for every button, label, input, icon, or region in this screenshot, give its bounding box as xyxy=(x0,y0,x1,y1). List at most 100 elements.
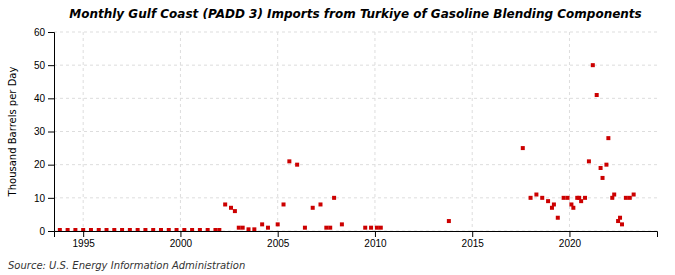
point xyxy=(606,136,610,140)
y-tick-mark xyxy=(48,98,54,99)
point xyxy=(540,196,544,200)
point xyxy=(266,226,270,230)
point xyxy=(369,226,373,230)
y-tick-mark xyxy=(48,65,54,66)
y-grid-line xyxy=(54,98,657,99)
y-axis: 0 10 20 30 40 50 60 xyxy=(34,27,55,237)
x-grid-line xyxy=(83,32,84,231)
point xyxy=(340,222,344,226)
y-grid-line xyxy=(54,65,657,66)
title: Monthly Gulf Coast (PADD 3) Imports from… xyxy=(69,7,642,21)
point xyxy=(612,193,616,197)
y-tick-label: 50 xyxy=(34,60,46,71)
x-tick-label: 1995 xyxy=(73,238,96,249)
y-tick: 60 xyxy=(34,27,54,38)
point xyxy=(591,63,595,67)
x-tick: 2010 xyxy=(364,231,387,249)
point xyxy=(311,206,315,210)
point xyxy=(566,196,570,200)
y-axis-line xyxy=(48,33,55,232)
x-grid-line xyxy=(472,32,473,231)
y-tick-label: 60 xyxy=(34,27,46,38)
point xyxy=(136,228,140,231)
x-axis-line xyxy=(55,232,658,238)
point xyxy=(229,206,233,210)
point xyxy=(128,228,132,231)
point xyxy=(81,228,85,231)
point xyxy=(303,226,307,230)
x-tick-mark xyxy=(278,231,279,237)
point xyxy=(151,228,155,231)
point xyxy=(89,228,93,231)
point xyxy=(632,193,636,197)
point xyxy=(628,196,632,200)
x-tick: 2015 xyxy=(462,231,485,249)
point xyxy=(66,228,70,231)
x-tick-label: 2005 xyxy=(267,238,290,249)
point xyxy=(260,222,264,226)
point xyxy=(282,202,286,206)
x-tick-label: 2000 xyxy=(170,238,193,249)
point xyxy=(198,228,202,231)
point xyxy=(276,222,280,226)
x-tick-mark xyxy=(180,231,181,237)
y-grid-line xyxy=(54,32,657,33)
x-tick-mark xyxy=(569,231,570,237)
point xyxy=(601,176,605,180)
y-grid-line xyxy=(54,131,657,132)
point xyxy=(223,202,227,206)
point xyxy=(552,202,556,206)
x-tick-label: 2020 xyxy=(559,238,582,249)
y-tick-mark xyxy=(48,165,54,166)
point xyxy=(120,228,124,231)
point xyxy=(190,228,194,231)
point xyxy=(318,202,322,206)
x-tick-mark xyxy=(375,231,376,237)
point xyxy=(599,166,603,170)
point xyxy=(624,196,628,200)
point xyxy=(105,228,109,231)
source: Source: U.S. Energy Information Administ… xyxy=(8,260,245,271)
point xyxy=(217,228,221,231)
y-tick-mark xyxy=(48,231,54,232)
x-grid-line xyxy=(569,32,570,231)
y-tick: 0 xyxy=(39,226,54,237)
point xyxy=(447,219,451,223)
point xyxy=(604,163,608,167)
point xyxy=(618,216,622,220)
y-tick-mark xyxy=(48,32,54,33)
point xyxy=(328,226,332,230)
x-tick-mark xyxy=(472,231,473,237)
y-tick: 20 xyxy=(34,159,54,170)
point xyxy=(112,228,116,231)
point xyxy=(579,199,583,203)
y-tick-mark xyxy=(48,132,54,133)
y-tick-label: 30 xyxy=(34,126,46,137)
y-tick: 40 xyxy=(34,93,54,104)
x-tick: 1995 xyxy=(73,231,96,249)
point xyxy=(324,226,328,230)
point xyxy=(167,228,171,231)
point xyxy=(379,226,383,230)
point xyxy=(159,228,163,231)
y-axis-label: Thousand Barrels per Day xyxy=(7,67,18,198)
point xyxy=(529,196,533,200)
point xyxy=(583,196,587,200)
point xyxy=(97,228,101,231)
x-tick: 2005 xyxy=(267,231,290,249)
point xyxy=(143,228,147,231)
y-tick-label: 10 xyxy=(34,193,46,204)
y-tick-label: 20 xyxy=(34,159,46,170)
y-tick: 10 xyxy=(34,193,54,204)
point xyxy=(247,227,251,231)
x-tick-label: 2015 xyxy=(462,238,485,249)
point xyxy=(241,226,245,230)
point xyxy=(213,228,217,231)
grid xyxy=(54,32,657,231)
point xyxy=(332,196,336,200)
x-tick-label: 2010 xyxy=(364,238,387,249)
point xyxy=(375,226,379,230)
y-tick-label: 0 xyxy=(39,226,45,237)
point xyxy=(363,226,367,230)
plot: 1995 2000 2005 2010 2015 2020 0 10 20 30 40 50 60 xyxy=(34,27,658,249)
